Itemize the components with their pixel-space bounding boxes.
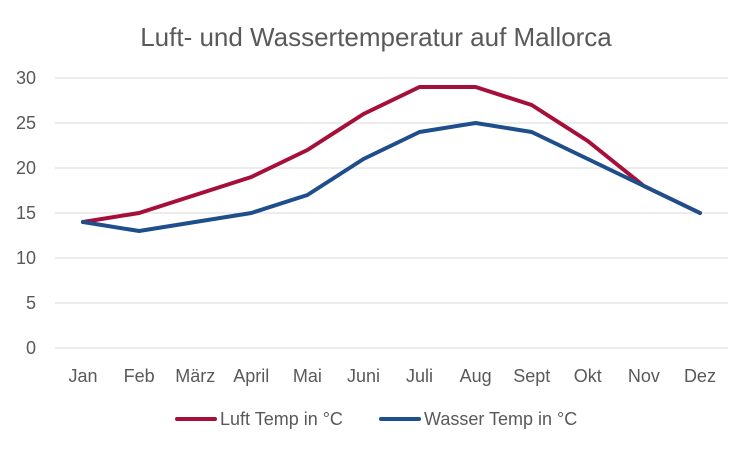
x-tick-label: Nov — [628, 366, 660, 386]
series-lines — [83, 87, 700, 231]
y-tick-label: 25 — [16, 113, 36, 133]
y-tick-label: 20 — [16, 158, 36, 178]
y-tick-label: 30 — [16, 68, 36, 88]
chart-title: Luft- und Wassertemperatur auf Mallorca — [140, 22, 612, 52]
y-tick-label: 15 — [16, 203, 36, 223]
x-tick-label: April — [233, 366, 269, 386]
legend-label-wasser: Wasser Temp in °C — [424, 409, 577, 429]
x-tick-label: März — [175, 366, 215, 386]
x-tick-label: Juli — [406, 366, 433, 386]
series-line-luft — [83, 87, 700, 222]
x-tick-label: Jan — [69, 366, 98, 386]
x-axis-tick-labels: Jan Feb März April Mai Juni Juli Aug Sept Okt Nov D… — [69, 366, 716, 386]
x-tick-label: Juni — [347, 366, 380, 386]
legend-label-luft: Luft Temp in °C — [220, 409, 343, 429]
y-tick-label: 0 — [26, 338, 36, 358]
x-tick-label: Feb — [124, 366, 155, 386]
x-tick-label: Dez — [684, 366, 716, 386]
x-tick-label: Mai — [293, 366, 322, 386]
gridlines — [55, 78, 728, 348]
x-tick-label: Okt — [574, 366, 602, 386]
x-tick-label: Sept — [513, 366, 550, 386]
series-line-wasser — [83, 123, 700, 231]
y-tick-label: 5 — [26, 293, 36, 313]
legend: Luft Temp in °C Wasser Temp in °C — [177, 409, 577, 429]
y-axis-tick-labels: 0 5 10 15 20 25 30 — [16, 68, 36, 358]
x-tick-label: Aug — [460, 366, 492, 386]
y-tick-label: 10 — [16, 248, 36, 268]
